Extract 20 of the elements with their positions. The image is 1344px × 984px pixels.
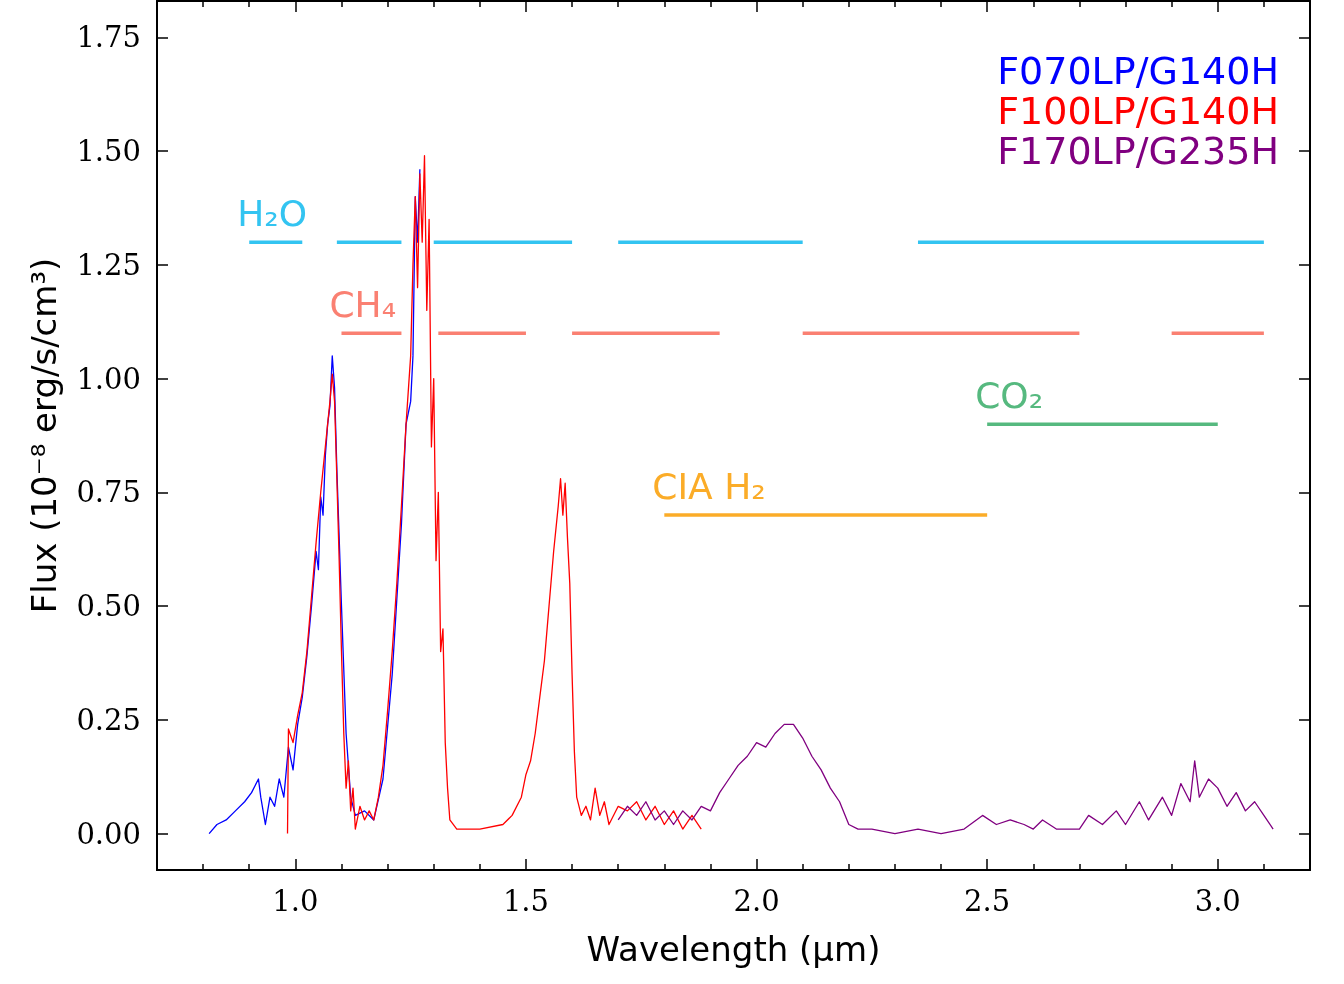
x-axis-title: Wavelength (μm) — [586, 929, 881, 969]
y-tick-label: 1.00 — [76, 361, 141, 396]
x-tick-label: 2.0 — [733, 883, 780, 918]
y-tick-label: 1.25 — [76, 247, 141, 282]
annotation: CO₂ — [975, 374, 1044, 416]
annotation: CIA H₂ — [652, 465, 766, 507]
y-tick-label: 0.75 — [76, 475, 141, 510]
y-tick-label: 0.00 — [76, 816, 141, 851]
line-series — [617, 723, 1274, 835]
x-tick-label: 2.5 — [964, 883, 1011, 918]
x-tick-label: 1.0 — [272, 883, 319, 918]
x-tick-label: 3.0 — [1194, 883, 1241, 918]
y-tick-label: 1.50 — [76, 134, 141, 169]
x-tick-label: 1.5 — [502, 883, 550, 918]
y-tick-label: 0.25 — [76, 702, 141, 737]
annotation: CH₄ — [329, 283, 397, 325]
y-tick-label: 0.50 — [76, 589, 141, 624]
annotation: H₂O — [237, 192, 308, 234]
y-tick-label: 1.75 — [76, 20, 141, 55]
y-axis-title: Flux (10⁻⁸ erg/s/cm³) — [24, 257, 64, 614]
